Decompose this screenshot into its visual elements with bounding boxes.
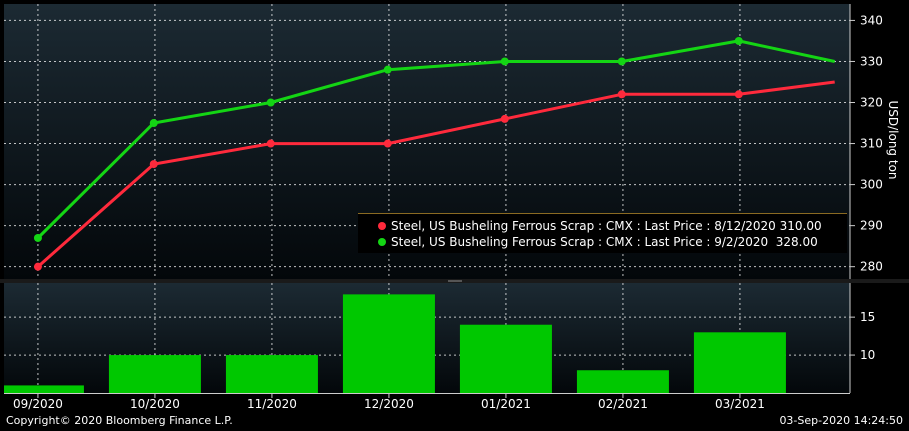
bar-series <box>4 294 786 393</box>
timestamp-text: 03-Sep-2020 14:24:50 <box>779 414 903 427</box>
y-tick-label: 15 <box>860 310 875 324</box>
divider-handle[interactable] <box>448 280 462 282</box>
series-point <box>734 90 743 99</box>
y-tick-label: 340 <box>860 13 883 27</box>
bar <box>225 355 318 393</box>
line-series <box>33 36 836 271</box>
series-line <box>36 80 835 268</box>
x-tick-label: 03/2021 <box>715 397 765 411</box>
y-tick-label: 300 <box>860 178 883 192</box>
x-tick-label: 12/2020 <box>364 397 414 411</box>
copyright-text: Copyright© 2020 Bloomberg Finance L.P. <box>6 414 233 427</box>
series-point <box>500 57 509 66</box>
bar <box>459 324 552 393</box>
bar <box>576 370 669 393</box>
series-point <box>266 139 275 148</box>
series-point <box>149 119 158 128</box>
bar <box>108 355 201 393</box>
legend: Steel, US Busheling Ferrous Scrap : CMX … <box>358 213 847 253</box>
x-tick-label: 10/2020 <box>130 397 180 411</box>
x-tick-label: 09/2020 <box>13 397 63 411</box>
series-point <box>149 160 158 169</box>
legend-marker-green <box>378 238 386 246</box>
bar <box>693 332 786 393</box>
legend-entry-red: Steel, US Busheling Ferrous Scrap : CMX … <box>391 219 822 233</box>
series-point <box>617 90 626 99</box>
upper-grid <box>4 4 850 279</box>
x-axis: 09/2020 10/2020 11/2020 12/2020 01/2021 02/20… <box>4 393 850 411</box>
y-tick-label: 310 <box>860 137 883 151</box>
series-point <box>266 98 275 107</box>
legend-entry-green: Steel, US Busheling Ferrous Scrap : CMX … <box>391 235 818 249</box>
x-tick-label: 02/2021 <box>598 397 648 411</box>
y-axis-label: USD/long ton <box>886 100 900 179</box>
y-tick-label: 320 <box>860 96 883 110</box>
series-point <box>734 36 743 45</box>
x-tick-label: 11/2020 <box>247 397 297 411</box>
legend-marker-red <box>378 222 386 230</box>
series-point <box>33 262 42 271</box>
bar <box>342 294 435 393</box>
y-tick-label: 330 <box>860 54 883 68</box>
series-point <box>383 139 392 148</box>
series-point <box>500 114 509 123</box>
series-point <box>33 233 42 242</box>
upper-y-axis: 280 290 300 310 320 330 340 <box>849 4 883 279</box>
x-tick-label: 01/2021 <box>481 397 531 411</box>
series-point <box>617 57 626 66</box>
bar <box>4 385 84 393</box>
y-tick-label: 290 <box>860 219 883 233</box>
y-tick-label: 280 <box>860 260 883 274</box>
y-tick-label: 10 <box>860 348 875 362</box>
legend-box <box>358 213 847 253</box>
series-point <box>383 65 392 74</box>
lower-y-axis: 10 15 <box>849 283 875 393</box>
series-line <box>36 39 836 240</box>
